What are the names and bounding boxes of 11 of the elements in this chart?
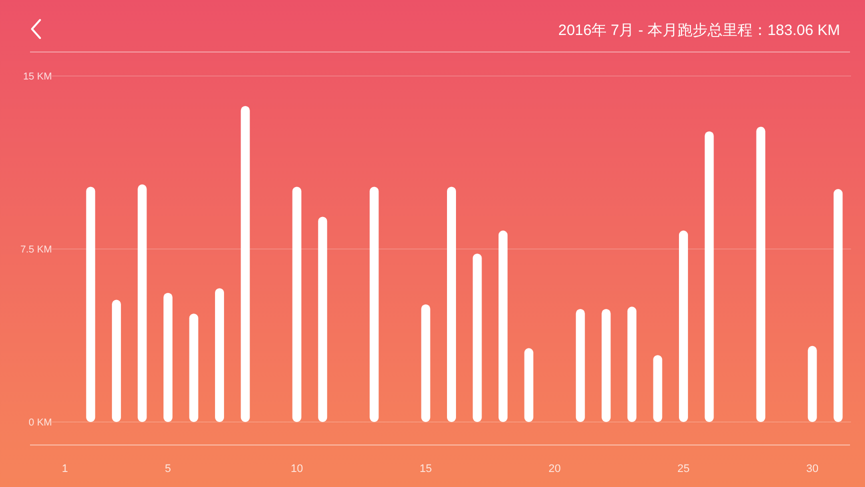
y-tick-label: 15 KM (23, 72, 52, 82)
x-tick-label: 30 (806, 463, 818, 475)
x-tick-label: 20 (548, 463, 561, 475)
x-tick-label: 5 (164, 463, 172, 475)
x-tick-label: 1 (62, 463, 68, 475)
y-tick-label: 7.5 KM (20, 244, 52, 256)
chart-title: 2016年 7月 - 本月跑步总里程：183.06 KM (558, 22, 840, 39)
x-tick-label: 15 (420, 463, 432, 475)
y-tick-label: 0 KM (28, 418, 52, 428)
x-tick-label: 25 (677, 463, 690, 475)
x-tick-label: 10 (290, 463, 303, 475)
